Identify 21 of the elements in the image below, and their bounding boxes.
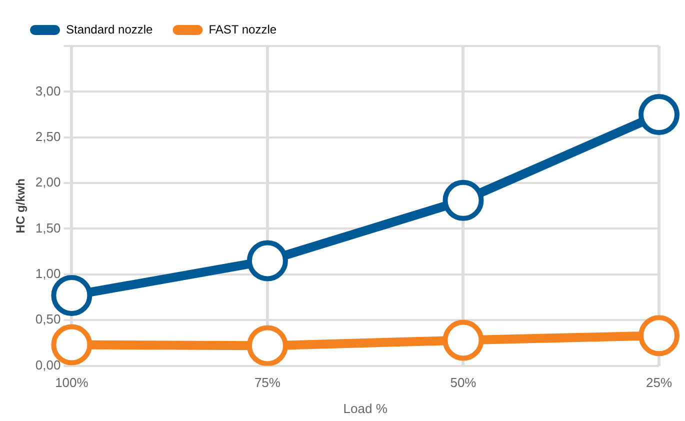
y-tick-label: 3,00: [35, 83, 61, 98]
y-tick-label: 1,00: [35, 266, 61, 282]
point: [246, 325, 288, 366]
x-tick-label: 100%: [55, 375, 89, 390]
point: [442, 320, 484, 361]
x-tick-label: 50%: [450, 375, 477, 390]
x-tick-label: 25%: [646, 375, 672, 390]
point: [246, 240, 288, 282]
y-axis-title: HC g/kwh: [14, 178, 28, 234]
y-tick-label: 0,00: [35, 357, 61, 372]
point: [442, 180, 484, 221]
x-axis-title: Load %: [343, 400, 388, 416]
legend-label: Standard nozzle: [66, 22, 154, 36]
legend-label: FAST nozzle: [208, 22, 277, 36]
point: [638, 315, 680, 356]
x-tick-label: 75%: [254, 375, 281, 390]
y-tick-label: 2,50: [35, 128, 61, 144]
point: [638, 94, 680, 136]
y-tick-label: 0,50: [35, 312, 61, 327]
y-tick-label: 2,00: [35, 174, 61, 190]
y-tick-label: 1,50: [35, 220, 61, 236]
